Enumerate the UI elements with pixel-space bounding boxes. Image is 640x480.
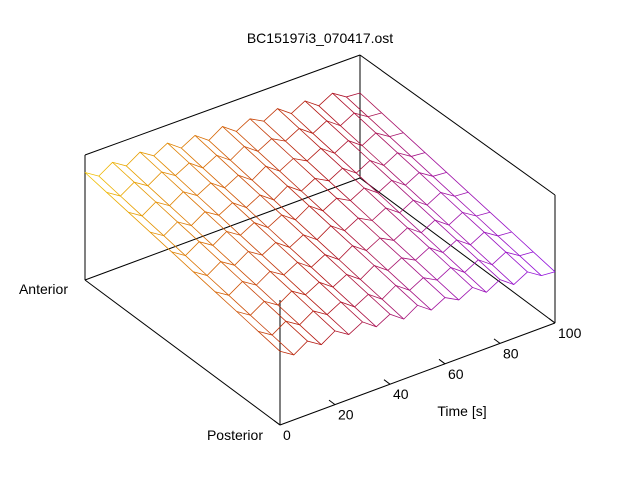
x-tick [273,420,281,426]
x-tick-label: 100 [558,325,582,341]
surface-column [208,140,405,320]
surface-column [249,118,446,298]
surface-column [277,108,473,288]
x-tick [328,399,336,406]
box-edge [84,279,281,426]
box [84,54,556,426]
x-tick-label: 0 [283,427,291,443]
surface-column [346,96,542,276]
surface-column [139,151,336,332]
surface-column [194,135,391,315]
surface-column [98,175,295,356]
y-tick-label: Anterior [19,281,68,297]
x-tick [383,379,391,385]
x-tick-label: 20 [338,407,354,423]
box-edge [84,177,361,281]
x-tick-label: 60 [448,366,464,382]
x-tick-label: 80 [503,345,519,361]
box-edge [359,177,556,324]
surface-column [236,131,432,311]
x-tick-label: 40 [393,386,409,402]
box-edge [279,322,556,426]
surface-column [263,120,460,301]
surface-column [167,142,363,323]
surface-column [359,92,556,273]
x-tick [438,358,446,365]
surface-column [318,105,515,285]
x-tick [493,338,501,344]
surface-column [304,100,501,280]
chart-title: BC15197i3_070417.ost [247,30,393,46]
surface-column [181,147,377,328]
x-axis-label: Time [s] [437,403,486,419]
surface-column [291,113,487,293]
box-edge [359,54,556,196]
x-tick [548,318,556,324]
surface-column [332,92,528,273]
surface-column [153,155,350,335]
surface-column [84,172,281,352]
box-edge [84,54,361,156]
surface-column [222,126,418,306]
y-tick-label: Posterior [207,427,263,443]
surface [84,92,556,356]
surface-column [126,165,322,345]
surface-column [112,162,308,342]
